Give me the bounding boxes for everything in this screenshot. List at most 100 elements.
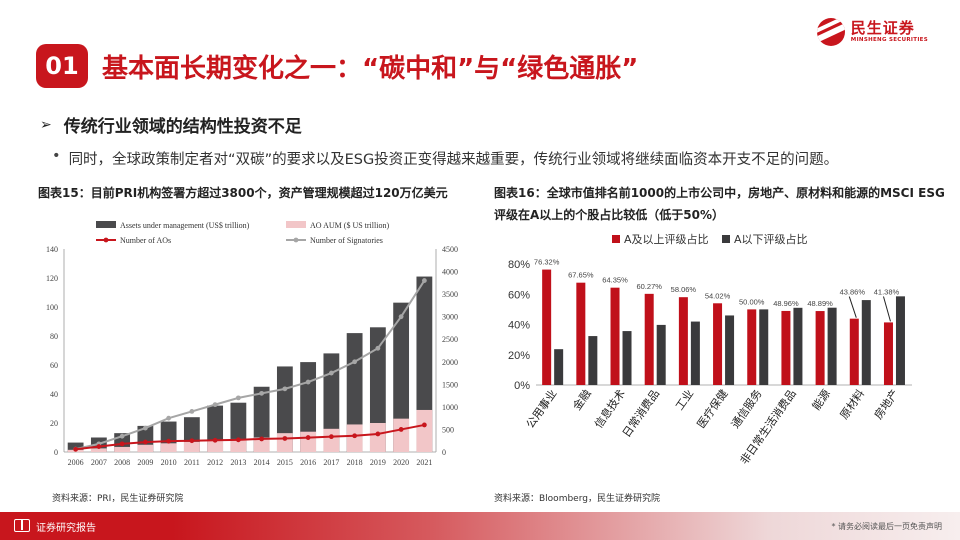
bullet-body: • 同时，全球政策制定者对“双碳”的要求以及ESG投资正变得越来越重要，传统行业… <box>52 148 838 169</box>
x-tick-label: 原材料 <box>837 387 867 422</box>
x-tick-label: 2018 <box>347 458 363 467</box>
data-label-leader <box>848 296 857 318</box>
aos-point <box>282 436 288 441</box>
bullet-heading-text: 传统行业领域的结构性投资不足 <box>63 117 302 137</box>
rating-a-above-bar <box>747 309 757 385</box>
ao-aum-bar <box>90 448 107 452</box>
footer-bar: 证券研究报告 * 请务必阅读最后一页免责声明 <box>0 512 960 540</box>
signatories-line <box>75 280 426 451</box>
right-y-tick-label: 0 <box>442 448 446 457</box>
bullet-body-text: 同时，全球政策制定者对“双碳”的要求以及ESG投资正变得越来越重要，传统行业领域… <box>68 152 839 168</box>
left-y-tick-label: 80 <box>50 332 58 341</box>
legend-swatch-below-a <box>722 235 730 243</box>
rating-below-a-bar <box>622 331 632 385</box>
left-y-tick-label: 0 <box>54 448 58 457</box>
aos-point <box>259 436 265 442</box>
data-label: 50.00% <box>739 297 765 306</box>
x-tick-label: 2019 <box>370 458 386 467</box>
left-y-tick-label: 140 <box>46 245 58 254</box>
signatories-point <box>375 345 381 351</box>
y-tick-label: 60% <box>508 289 530 301</box>
signatories-point <box>212 402 218 408</box>
ao-aum-bar <box>253 437 270 452</box>
esg-rating-chart: 0% 20% 40% 60% 80% 76.32% 公用事业 67.65% 金融 64.35% 信息… <box>508 232 912 467</box>
legend-label-a-above: A及以上评级占比 <box>624 232 709 246</box>
rating-a-above-bar <box>644 293 654 385</box>
legend-label-aum: Assets under management (US$ trillion) <box>120 221 250 230</box>
right-y-tick-label: 2500 <box>442 335 458 344</box>
legend-swatch-a-above <box>612 235 620 243</box>
y-tick-label: 40% <box>508 320 530 332</box>
x-tick-label: 医疗保健 <box>694 387 731 431</box>
ao-aum-bar <box>323 428 340 452</box>
signatories-point <box>119 433 125 439</box>
rating-a-above-bar <box>713 303 723 385</box>
right-y-tick-label: 3500 <box>442 290 458 299</box>
data-label: 76.32% <box>534 258 560 267</box>
ao-aum-bar <box>160 443 177 452</box>
signatories-point <box>328 370 334 376</box>
right-y-tick-label: 3000 <box>442 313 458 322</box>
ao-aum-bar <box>276 433 293 452</box>
aos-point <box>421 422 427 428</box>
right-y-tick-label: 2000 <box>442 358 458 367</box>
right-y-tick-label: 500 <box>442 425 454 434</box>
legend-swatch-ao-aum <box>286 221 306 228</box>
data-label: 43.86% <box>840 288 866 297</box>
x-tick-label: 2013 <box>230 458 246 467</box>
rating-below-a-bar <box>554 349 564 385</box>
aos-point <box>235 437 241 443</box>
aos-point <box>73 446 79 452</box>
ao-aum-bar <box>416 409 433 452</box>
rating-a-above-bar <box>849 318 859 385</box>
brand-name-en: MINSHENG SECURITIES <box>850 37 928 43</box>
data-label: 41.38% <box>874 288 900 297</box>
x-tick-label: 公用事业 <box>524 387 560 430</box>
x-tick-label: 2017 <box>323 458 339 467</box>
rating-below-a-bar <box>861 300 871 385</box>
data-label-leader <box>882 296 891 322</box>
left-y-tick-label: 60 <box>50 361 58 370</box>
data-label: 48.96% <box>773 299 799 308</box>
signatories-point <box>142 425 148 431</box>
footer-disclaimer: * 请务必阅读最后一页免责声明 <box>831 522 942 531</box>
brand-name-cn: 民生证券 <box>850 19 915 37</box>
aos-point <box>212 437 218 443</box>
right-y-tick-label: 1000 <box>442 403 458 412</box>
page-title: 基本面长期变化之一：“碳中和”与“绿色通胀” <box>102 53 639 84</box>
signatories-point <box>282 386 288 392</box>
rating-below-a-bar <box>588 336 598 385</box>
figure-left-source: 资料来源：PRI，民生证券研究院 <box>52 494 184 504</box>
aos-point <box>142 439 148 445</box>
legend-label-below-a: A以下评级占比 <box>734 232 808 246</box>
rating-a-above-bar <box>781 310 791 385</box>
aum-bar <box>253 386 270 452</box>
right-y-tick-label: 4000 <box>442 268 458 277</box>
signatories-point <box>398 314 404 320</box>
left-y-tick-label: 20 <box>50 419 58 428</box>
signatories-point <box>235 395 241 401</box>
signatories-point <box>259 390 265 396</box>
x-tick-label: 工业 <box>673 387 696 412</box>
aos-point <box>305 435 311 440</box>
rating-a-above-bar <box>576 282 586 385</box>
data-label: 54.02% <box>705 291 731 300</box>
ao-aum-bar <box>369 423 386 452</box>
ao-aum-bar <box>207 440 224 452</box>
x-tick-label: 2015 <box>277 458 293 467</box>
x-tick-label: 2008 <box>114 458 130 467</box>
rating-a-above-bar <box>542 269 552 385</box>
aos-line <box>75 423 425 451</box>
legend-label-signatories: Number of Signatories <box>310 236 383 245</box>
aos-point <box>398 427 404 432</box>
x-tick-label: 2010 <box>161 458 177 467</box>
rating-below-a-bar <box>827 307 837 385</box>
rating-a-above-bar <box>883 322 893 385</box>
rating-below-a-bar <box>759 309 769 385</box>
bullet-heading: ➢ 传统行业领域的结构性投资不足 <box>40 112 302 138</box>
ao-aum-bar <box>230 438 247 452</box>
rating-a-above-bar <box>815 311 825 385</box>
ao-aum-bar <box>393 418 410 452</box>
y-tick-label: 80% <box>508 259 530 271</box>
y-tick-label: 20% <box>508 350 530 362</box>
